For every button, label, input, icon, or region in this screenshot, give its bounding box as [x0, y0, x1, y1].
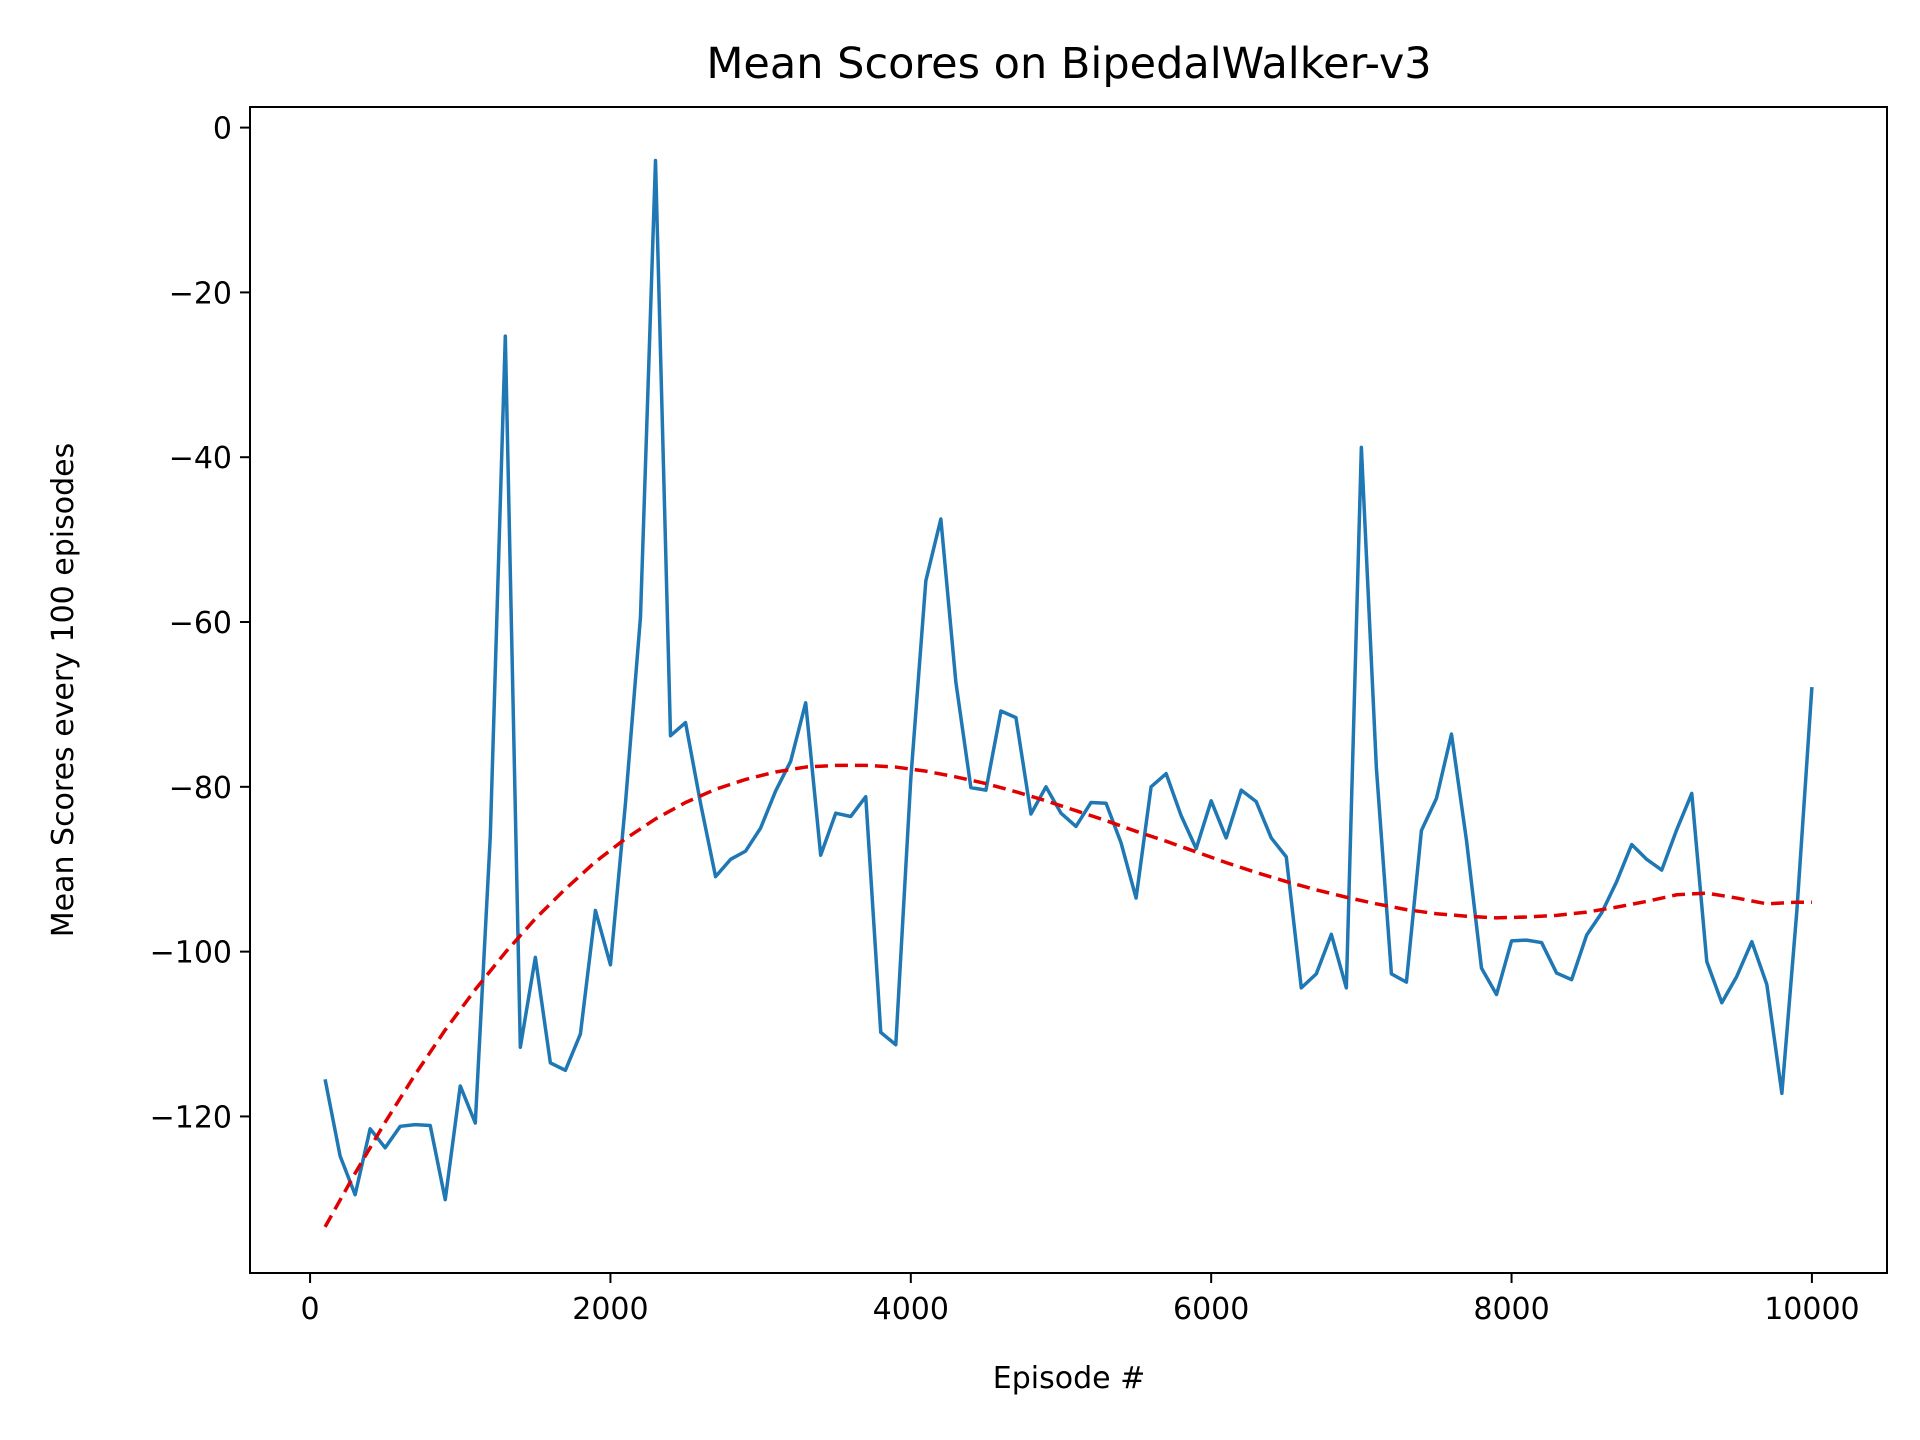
trend-line [323, 763, 1812, 1228]
y-tick-label: −60 [169, 606, 232, 641]
chart-title: Mean Scores on BipedalWalker-v3 [706, 39, 1431, 89]
plot-area-frame [249, 106, 1888, 1274]
x-tick-label: 2000 [572, 1292, 648, 1327]
y-axis-title: Mean Scores every 100 episodes [46, 443, 81, 938]
x-tick-label: 10000 [1764, 1292, 1859, 1327]
y-axis: 0 −20 −40 −60 −80 −100 −120 [150, 112, 250, 1135]
y-tick-label: −20 [169, 276, 232, 311]
y-tick-label: −120 [150, 1100, 232, 1135]
x-tick-label: 4000 [873, 1292, 949, 1327]
scores-line [323, 158, 1814, 1202]
x-axis-title: Episode # [993, 1361, 1146, 1396]
x-axis: 0 2000 4000 6000 8000 10000 [301, 1273, 1860, 1327]
y-tick-label: −100 [150, 936, 232, 971]
series-layer [323, 158, 1814, 1228]
x-tick-label: 0 [301, 1292, 320, 1327]
x-tick-label: 6000 [1173, 1292, 1249, 1327]
x-tick-label: 8000 [1473, 1292, 1549, 1327]
y-tick-label: 0 [213, 112, 232, 147]
y-tick-label: −40 [169, 441, 232, 476]
y-tick-label: −80 [169, 771, 232, 806]
